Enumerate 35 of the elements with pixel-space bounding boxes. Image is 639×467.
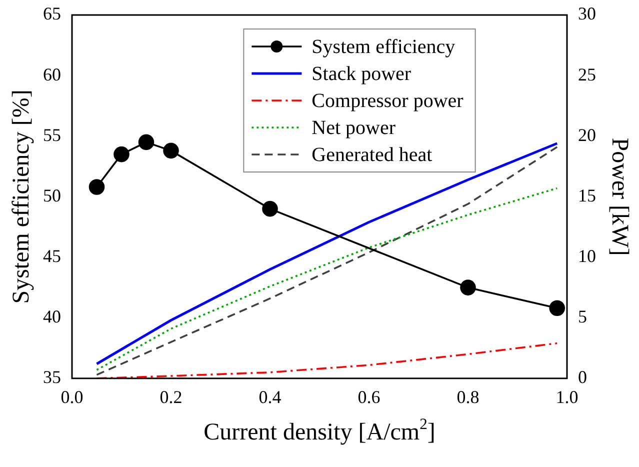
point — [549, 300, 565, 316]
x-tick-label: 0.0 — [60, 386, 84, 407]
point — [262, 200, 278, 217]
y2-axis-title: Power [kW] — [606, 138, 633, 256]
legend-label: Compressor power — [312, 90, 464, 112]
point — [88, 179, 105, 195]
legend-label: Generated heat — [312, 144, 433, 166]
x-tick-label: 0.2 — [160, 386, 182, 407]
y2-tick-label: 10 — [578, 246, 596, 266]
y-axis-title: System efficiency [%] — [8, 90, 34, 304]
y2-tick-label: 30 — [578, 4, 596, 24]
point — [460, 280, 476, 296]
y2-tick-label: 25 — [578, 64, 596, 84]
x-tick-label: 0.6 — [358, 386, 380, 407]
y-tick-label: 45 — [43, 246, 61, 266]
point — [138, 134, 154, 150]
point — [163, 142, 179, 159]
point — [114, 146, 130, 162]
y2-tick-label: 0 — [578, 367, 587, 388]
legend-label: Stack power — [312, 62, 412, 85]
y-tick-label: 60 — [43, 64, 61, 84]
y-tick-label: 55 — [43, 124, 61, 145]
y-tick-label: 40 — [43, 306, 61, 327]
y-tick-label: 50 — [43, 185, 61, 206]
y2-tick-label: 5 — [578, 306, 587, 327]
y-tick-label: 65 — [43, 4, 61, 24]
y-tick-label: 35 — [43, 367, 61, 388]
x-tick-label: 1.0 — [556, 386, 578, 407]
legend-label: Net power — [312, 116, 396, 139]
y2-tick-label: 20 — [578, 124, 596, 145]
x-tick-label: 0.4 — [258, 386, 282, 407]
line-series — [96, 187, 558, 371]
y2-tick-label: 15 — [578, 185, 596, 206]
x-tick-label: 0.8 — [456, 386, 480, 407]
legend-label: System efficiency — [312, 36, 456, 58]
